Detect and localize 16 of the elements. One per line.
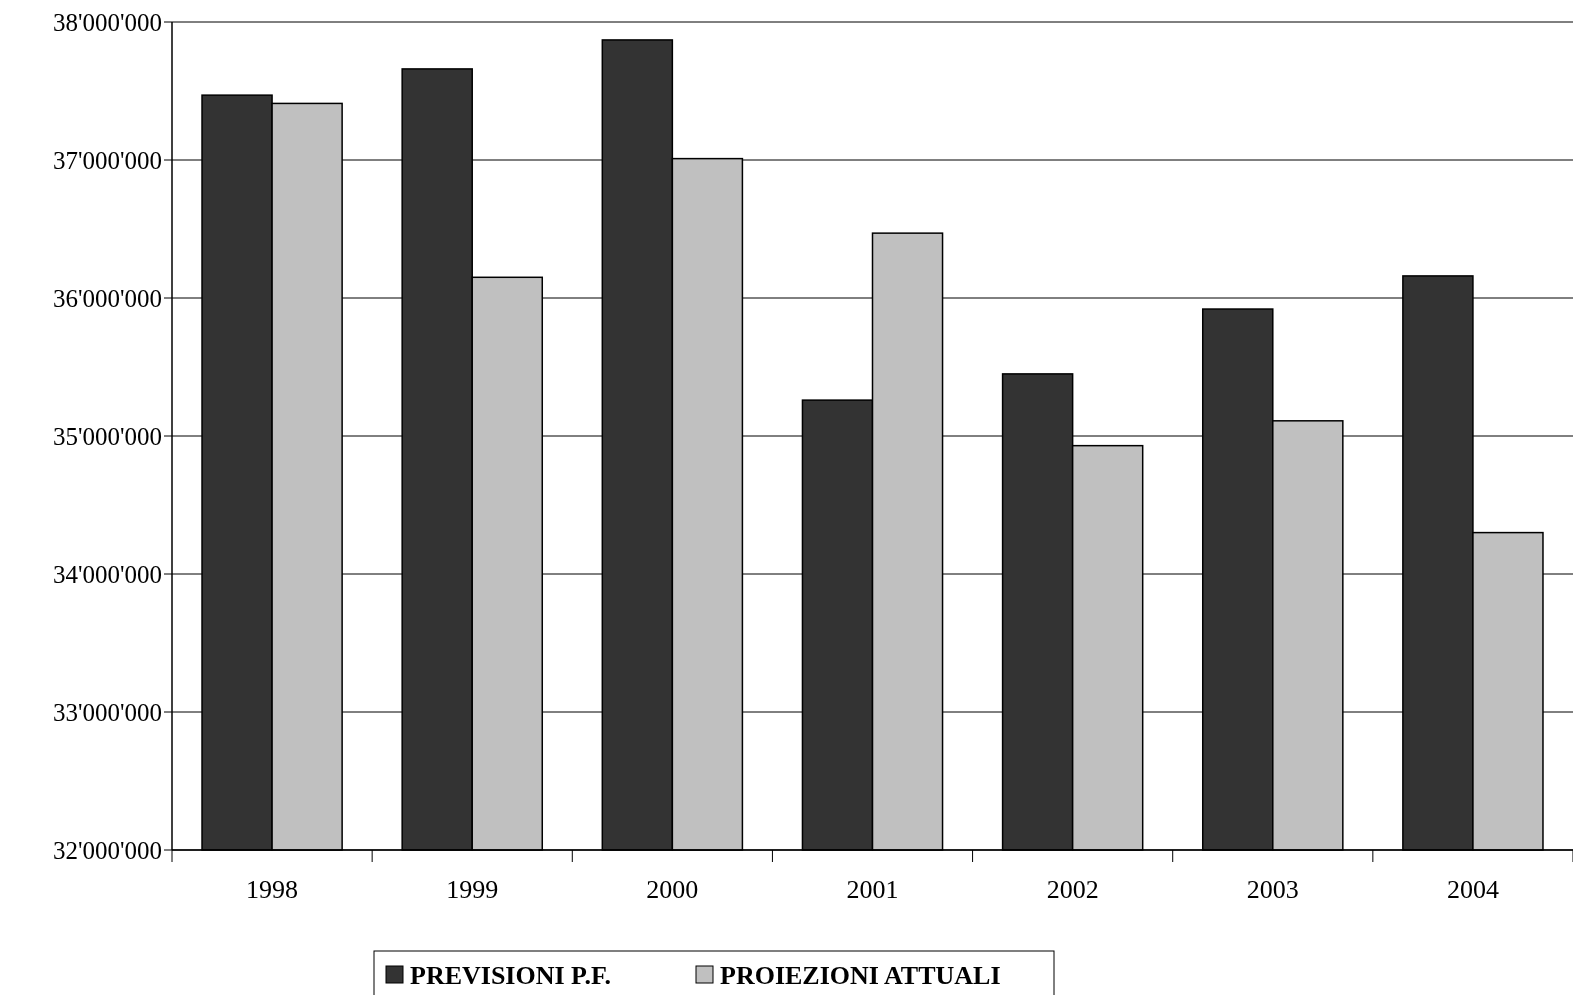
- y-tick-label: 33'000'000: [52, 698, 162, 726]
- x-tick-label: 2000: [646, 875, 699, 904]
- x-tick-label: 1998: [246, 875, 299, 904]
- x-tick-label: 2004: [1446, 875, 1499, 904]
- y-tick-label: 36'000'000: [52, 284, 162, 312]
- x-tick-label: 2002: [1046, 875, 1099, 904]
- x-tick-label: 1999: [446, 875, 499, 904]
- legend-label: PROIEZIONI ATTUALI: [720, 961, 1001, 991]
- x-tick-label: 2001: [846, 875, 899, 904]
- y-tick-label: 37'000'000: [52, 146, 162, 174]
- y-tick-label: 34'000'000: [52, 560, 162, 588]
- y-tick-label: 35'000'000: [52, 422, 162, 450]
- legend-label: PREVISIONI P.F.: [410, 961, 612, 991]
- y-tick-label: 32'000'000: [52, 836, 162, 864]
- x-tick-label: 2003: [1246, 875, 1299, 904]
- y-tick-label: 38'000'000: [52, 8, 162, 36]
